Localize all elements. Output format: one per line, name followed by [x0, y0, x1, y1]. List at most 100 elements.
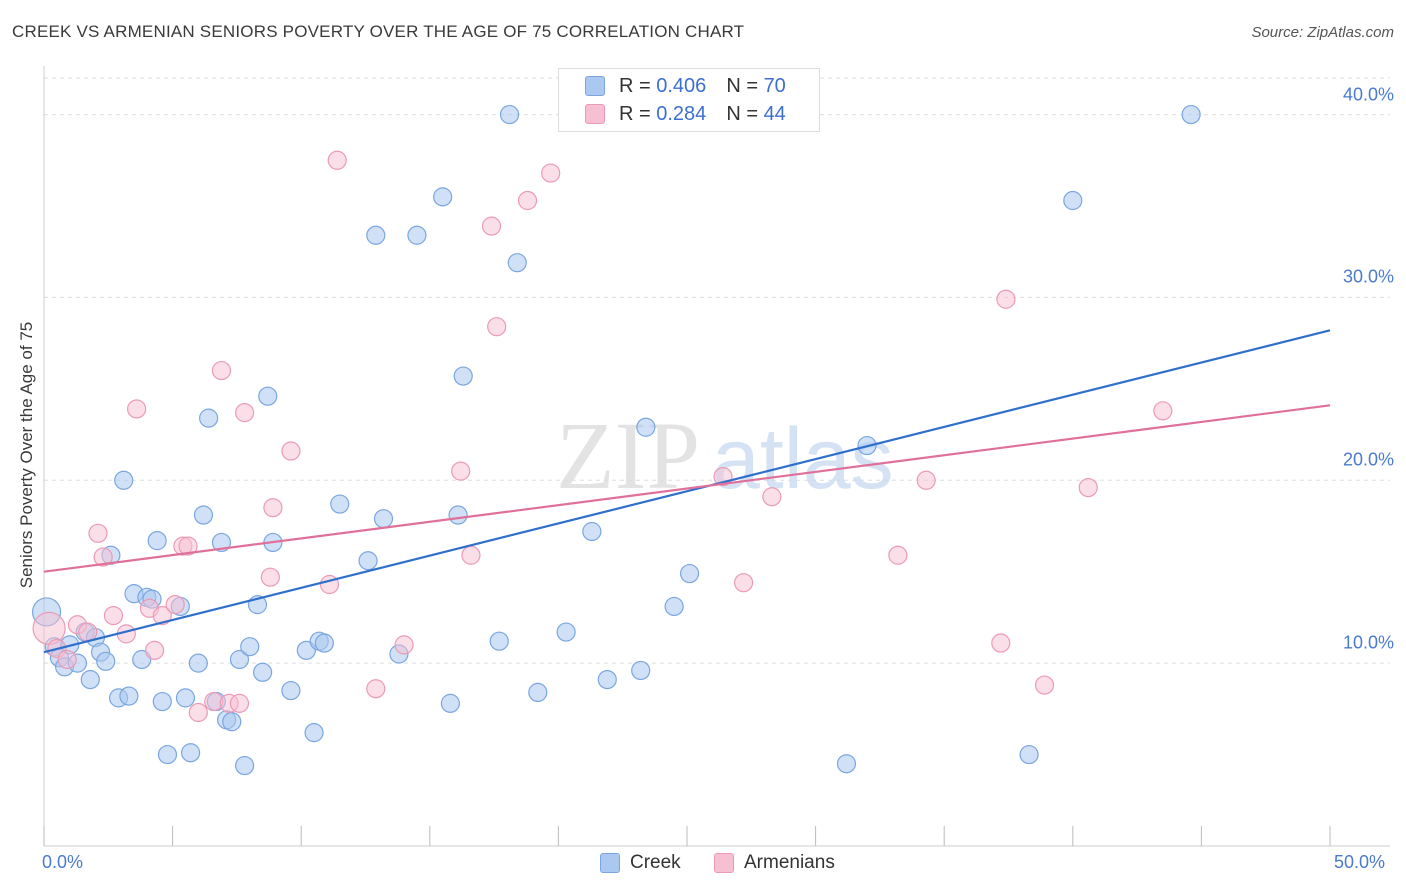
- armenians-point: [541, 163, 561, 183]
- grid-layer: [44, 77, 1390, 664]
- armenians-point: [235, 403, 255, 423]
- bottom-legend-label: Armenians: [744, 852, 835, 873]
- legend-row-armenians: R = 0.284 N = 44: [585, 101, 786, 127]
- armenians-points: [32, 150, 1173, 723]
- armenians-point: [1078, 478, 1098, 498]
- armenians-point: [1153, 401, 1173, 421]
- chart-title: CREEK VS ARMENIAN SENIORS POVERTY OVER T…: [12, 22, 745, 41]
- bottom-legend-label: Creek: [630, 852, 681, 873]
- armenians-point: [144, 640, 165, 660]
- armenians-point: [461, 545, 481, 565]
- armenians-point: [165, 595, 185, 615]
- armenians-point: [260, 567, 280, 587]
- armenians-point: [188, 702, 208, 723]
- creek-point: [507, 253, 527, 273]
- armenians-point: [229, 693, 250, 713]
- trend-layer: [43, 329, 1331, 654]
- armenians-point: [394, 635, 414, 655]
- armenians-swatch: [714, 853, 734, 873]
- creek-point: [636, 417, 656, 437]
- creek-point: [119, 686, 139, 706]
- armenians-point: [281, 441, 301, 461]
- armenians-point: [178, 536, 198, 556]
- creek-point: [199, 408, 219, 428]
- creek-point: [193, 505, 214, 525]
- armenians-point: [996, 289, 1016, 309]
- creek-point: [631, 660, 651, 681]
- armenians-point: [103, 605, 124, 626]
- creek-point: [188, 653, 208, 673]
- creek-point: [258, 386, 278, 406]
- armenians-point: [733, 573, 754, 593]
- y-tick-label: 30.0%: [1342, 266, 1394, 287]
- creek-point: [366, 225, 386, 245]
- creek-point: [433, 187, 453, 207]
- legend-r-value: 0.284: [656, 102, 707, 125]
- armenians-point: [57, 649, 77, 670]
- creek-point: [181, 743, 201, 763]
- legend-n-label: N =: [726, 102, 758, 125]
- legend-n-value: 70: [763, 74, 786, 97]
- armenians-point: [487, 317, 507, 337]
- creek-point: [330, 494, 350, 514]
- creek-trend-line: [43, 329, 1331, 654]
- creek-point: [440, 693, 460, 713]
- armenians-point: [1034, 675, 1055, 695]
- creek-point: [556, 622, 576, 642]
- watermark-layer: ZIP atlas: [556, 402, 894, 509]
- legend-n-label: N =: [726, 74, 758, 97]
- creek-point: [836, 754, 857, 774]
- creek-point: [152, 691, 172, 712]
- creek-point: [407, 225, 427, 245]
- creek-point: [358, 551, 378, 571]
- creek-point: [489, 631, 509, 651]
- armenians-point: [93, 547, 113, 567]
- legend-r-label: R =: [619, 102, 651, 125]
- armenians-point: [916, 470, 936, 490]
- armenians-point: [451, 461, 471, 481]
- creek-point: [211, 532, 232, 553]
- creek-point: [373, 509, 394, 529]
- chart-source: Source: ZipAtlas.com: [1251, 24, 1394, 41]
- creek-point: [1019, 744, 1039, 765]
- armenians-point: [991, 633, 1011, 653]
- creek-point: [222, 712, 242, 732]
- creek-point: [281, 680, 301, 701]
- creek-point: [1181, 104, 1201, 125]
- stats-legend: R = 0.406 N = 70 R = 0.284 N = 44: [558, 68, 820, 132]
- creek-swatch: [600, 853, 620, 873]
- creek-point: [499, 104, 520, 125]
- armenians-point: [481, 216, 502, 236]
- armenians-point: [88, 523, 108, 543]
- x-tick-label-min: 0.0%: [42, 852, 84, 872]
- creek-point: [314, 633, 334, 653]
- y-tick-label: 10.0%: [1342, 632, 1394, 653]
- armenians-point: [888, 545, 908, 565]
- armenians-point: [126, 399, 147, 419]
- creek-point: [96, 651, 116, 671]
- armenians-trend-line: [43, 404, 1331, 573]
- legend-r-value: 0.406: [656, 74, 707, 97]
- creek-point: [679, 563, 700, 584]
- creek-point: [304, 723, 324, 743]
- creek-point: [253, 662, 273, 682]
- bottom-legend-creek: Creek: [600, 852, 681, 874]
- creek-point: [582, 521, 602, 542]
- creek-point: [235, 755, 255, 776]
- y-axis-title: Seniors Poverty Over the Age of 75: [17, 321, 36, 589]
- armenians-swatch: [585, 104, 605, 124]
- armenians-point: [78, 622, 98, 642]
- creek-point: [597, 669, 617, 690]
- axis-layer: [43, 66, 1390, 847]
- creek-point: [528, 682, 548, 703]
- creek-point: [1063, 190, 1083, 211]
- creek-point: [157, 744, 178, 765]
- watermark-atlas: atlas: [712, 411, 894, 507]
- creek-point: [175, 688, 196, 708]
- y-tick-label: 40.0%: [1342, 84, 1394, 105]
- creek-swatch: [585, 76, 605, 96]
- watermark-zip: ZIP: [556, 402, 700, 509]
- creek-point: [147, 531, 167, 551]
- creek-point: [664, 596, 684, 617]
